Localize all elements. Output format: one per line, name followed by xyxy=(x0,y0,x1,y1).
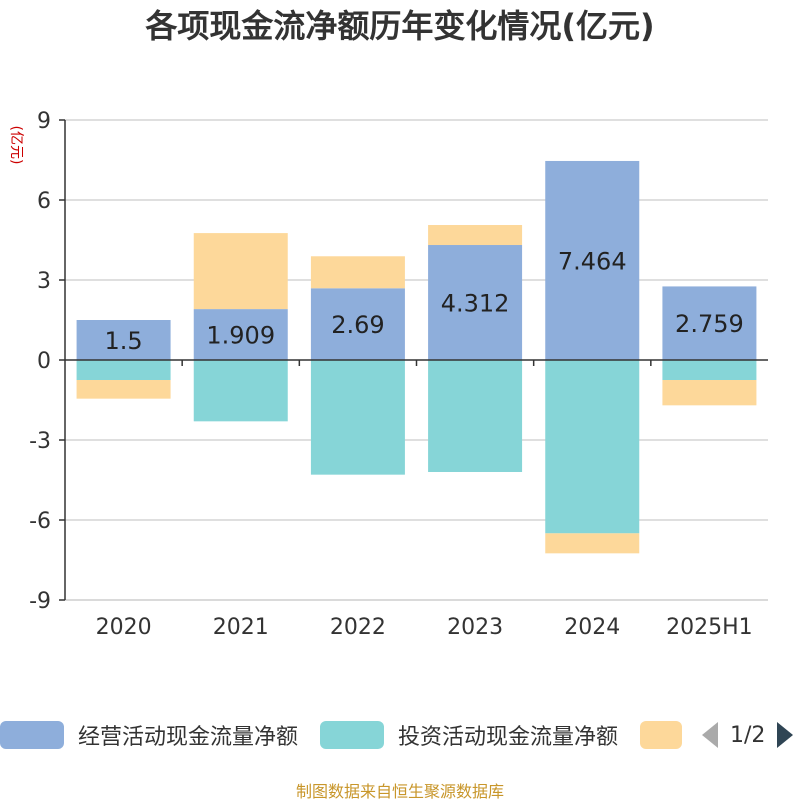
bar-series1-2023[interactable] xyxy=(428,360,523,472)
legend-item-investing[interactable]: 投资活动现金流量净额 xyxy=(320,720,618,750)
legend-swatch-investing xyxy=(320,721,384,749)
y-tick-label: -9 xyxy=(29,589,51,614)
prev-page-icon[interactable] xyxy=(700,720,720,750)
legend-label-operating: 经营活动现金流量净额 xyxy=(78,725,299,750)
data-source-note: 制图数据来自恒生聚源数据库 xyxy=(295,782,504,801)
bar-series0-2025H1[interactable] xyxy=(662,286,757,360)
bar-series2-2024[interactable] xyxy=(545,533,640,554)
bar-series1-2025H1[interactable] xyxy=(662,360,757,380)
y-tick-label: 0 xyxy=(37,349,51,374)
legend-label-investing: 投资活动现金流量净额 xyxy=(398,725,619,750)
bar-series2-2023[interactable] xyxy=(428,225,523,246)
bar-series0-2023[interactable] xyxy=(428,245,523,360)
data-label: 2.759 xyxy=(675,310,744,338)
chart-title: 各项现金流净额历年变化情况(亿元) xyxy=(145,7,655,45)
x-tick-label: 2024 xyxy=(564,615,620,640)
data-label: 1.5 xyxy=(104,327,142,355)
y-tick-label: -3 xyxy=(29,429,51,454)
x-tick-label: 2021 xyxy=(213,615,269,640)
y-axis-label: (亿元) xyxy=(8,126,24,165)
x-tick-label: 2025H1 xyxy=(666,615,753,640)
legend-swatch-financing xyxy=(640,721,682,749)
bar-series2-2022[interactable] xyxy=(310,256,405,289)
y-tick-label: 9 xyxy=(37,109,51,134)
x-tick-label: 2022 xyxy=(330,615,386,640)
bar-series0-2021[interactable] xyxy=(193,309,288,360)
legend-pager: 1/2 xyxy=(700,718,795,752)
bar-series0-2024[interactable] xyxy=(545,160,640,360)
data-label: 4.312 xyxy=(441,290,510,318)
data-label: 7.464 xyxy=(558,247,627,275)
y-tick-label: -6 xyxy=(29,509,51,534)
data-label: 1.909 xyxy=(206,322,275,350)
y-tick-label: 3 xyxy=(37,269,51,294)
x-tick-label: 2020 xyxy=(96,615,152,640)
legend-item-operating[interactable]: 经营活动现金流量净额 xyxy=(0,720,298,750)
y-tick-label: 6 xyxy=(37,189,51,214)
bar-series1-2021[interactable] xyxy=(193,360,288,422)
chart-plot: (亿元) 9 6 3 0 -3 -6 -9 2020 2021 2022 2023 2024 2025H… xyxy=(8,109,768,640)
bar-series1-2022[interactable] xyxy=(310,360,405,475)
bar-series1-2024[interactable] xyxy=(545,360,640,534)
legend-item-financing[interactable] xyxy=(640,720,682,750)
bar-series2-2025H1[interactable] xyxy=(662,380,757,406)
legend-page-indicator: 1/2 xyxy=(730,722,766,748)
bar-series2-2021[interactable] xyxy=(193,233,288,310)
bar-series2-2020[interactable] xyxy=(76,380,171,399)
bar-series0-2022[interactable] xyxy=(310,288,405,360)
bar-series1-2020[interactable] xyxy=(76,360,171,380)
data-label: 2.69 xyxy=(331,311,384,339)
next-page-icon[interactable] xyxy=(775,720,795,750)
bar-series0-2020[interactable] xyxy=(76,320,171,360)
legend-swatch-operating xyxy=(0,721,64,749)
x-tick-label: 2023 xyxy=(447,615,503,640)
